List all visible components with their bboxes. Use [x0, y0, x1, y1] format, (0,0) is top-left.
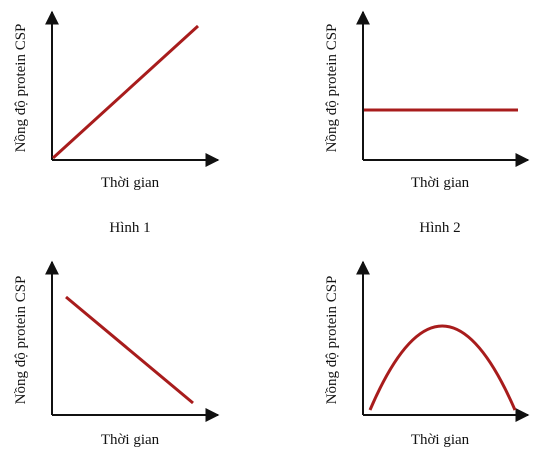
x-label: Thời gian [101, 432, 160, 448]
x-label: Thời gian [101, 175, 160, 191]
y-label: Nồng độ protein CSP [324, 24, 340, 153]
caption: Hình 1 [109, 220, 150, 236]
y-label: Nồng độ protein CSP [324, 276, 340, 405]
y-label: Nồng độ protein CSP [13, 276, 29, 405]
caption: Hình 2 [419, 220, 460, 236]
curve [368, 324, 517, 411]
x-label: Thời gian [411, 432, 470, 448]
curve [65, 295, 194, 405]
panel-4: Nồng độ protein CSP Thời gian [324, 260, 530, 448]
panel-1: Nồng độ protein CSP Thời gian Hình 1 [13, 10, 220, 236]
panel-3: Nồng độ protein CSP Thời gian [13, 260, 220, 448]
curve [51, 24, 200, 160]
panel-2: Nồng độ protein CSP Thời gian Hình 2 [324, 10, 530, 236]
x-label: Thời gian [411, 175, 470, 191]
y-label: Nồng độ protein CSP [13, 24, 29, 153]
